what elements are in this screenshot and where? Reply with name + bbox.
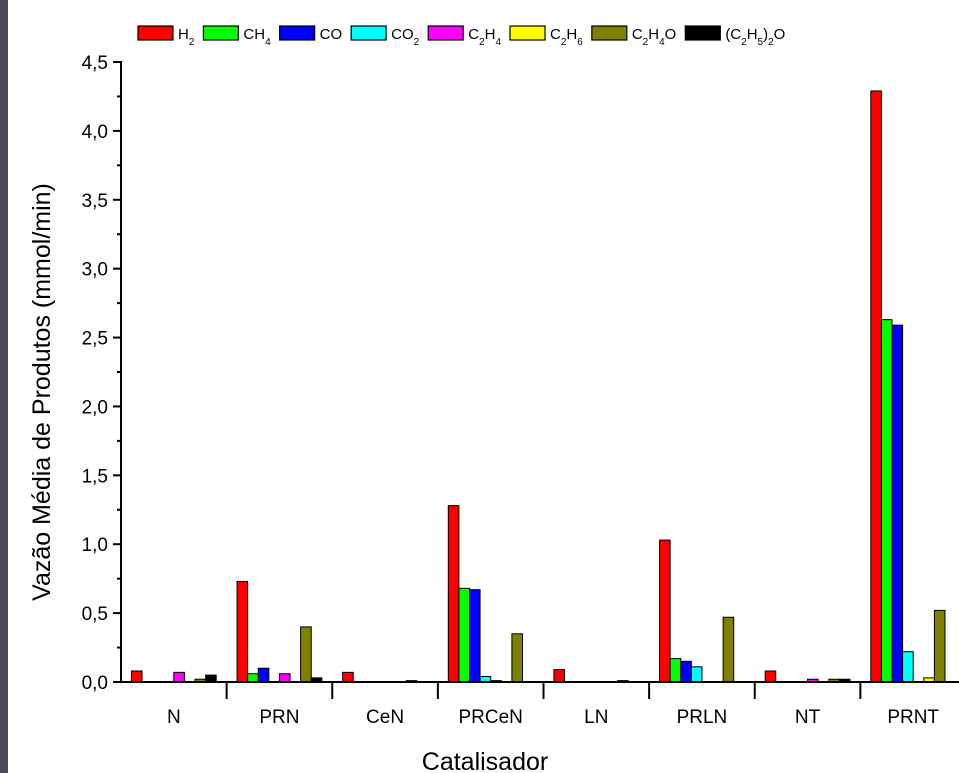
legend-label: C2H4 — [468, 26, 501, 48]
legend-swatch — [427, 25, 464, 41]
y-tick-label: 0,0 — [82, 673, 108, 694]
bar-PRN-C2H4O — [300, 626, 312, 683]
x-tick-label: N — [167, 707, 181, 728]
legend-label: C2H4O — [632, 26, 676, 48]
bar-chart: H2 CH4 CO CO2 C2H4 C2H6 C2H4O (C2H5)2O 0,0 0,5 1,… — [28, 25, 959, 773]
y-tick-label: 1,0 — [82, 535, 108, 556]
bar-PRNT-H2 — [870, 90, 882, 683]
bar-PRCeN-CO — [468, 589, 481, 683]
legend-swatch — [350, 25, 387, 41]
legend-label: CO — [320, 26, 343, 43]
bar-LN-H2 — [553, 669, 566, 683]
x-tick-label: NT — [795, 707, 821, 728]
bar-PRNT-C2H4O — [933, 609, 946, 683]
bars — [130, 90, 946, 683]
y-tick-label: 2,0 — [82, 397, 108, 418]
chart-frame: H2 CH4 CO CO2 C2H4 C2H6 C2H4O (C2H5)2O 0,0 0,5 1,… — [8, 0, 959, 773]
bar-PRLN-CO2 — [690, 666, 703, 683]
y-axis-title: Vazão Média de Produtos (mmol/min) — [28, 183, 56, 601]
legend-swatch — [202, 25, 240, 41]
bar-PRN-CH4 — [247, 673, 259, 683]
bar-PRN-C2H4 — [278, 673, 291, 683]
legend-swatch — [509, 25, 546, 41]
y-tick-label: 0,5 — [82, 604, 108, 625]
y-tick-label: 3,5 — [82, 191, 108, 212]
legend-label: C2H6 — [550, 26, 583, 48]
legend-label: H2 — [178, 26, 195, 48]
bar-PRNT-CO2 — [902, 651, 914, 683]
y-tick-label: 3,0 — [82, 260, 108, 281]
bar-NT-H2 — [764, 670, 777, 683]
legend-swatch — [591, 25, 628, 41]
y-tick-label: 4,0 — [82, 122, 108, 143]
bar-PRLN-CO — [680, 660, 692, 683]
legend-label: CO2 — [391, 26, 420, 48]
legend-label: (C2H5)2O — [725, 26, 785, 48]
legend-swatch — [137, 25, 174, 41]
bar-CeN-H2 — [342, 671, 354, 683]
bar-PRNT-CO — [891, 324, 904, 683]
x-tick-label: PRCeN — [458, 707, 522, 728]
x-axis-title: Catalisador — [422, 748, 548, 773]
x-tick-label: PRNT — [887, 707, 939, 728]
bar-N-C2H4 — [173, 671, 185, 683]
y-tick-label: 2,5 — [82, 329, 108, 350]
legend: H2 CH4 CO CO2 C2H4 C2H6 C2H4O (C2H5)2O — [137, 25, 785, 48]
legend-label: CH4 — [243, 26, 271, 48]
bar-PRN-H2 — [236, 580, 249, 683]
bar-PRN-CO — [257, 667, 270, 683]
bar-PRLN-H2 — [659, 539, 671, 683]
x-tick-label: LN — [584, 707, 608, 728]
bar-PRLN-CH4 — [669, 658, 682, 683]
bar-PRLN-C2H4O — [722, 616, 735, 683]
y-tick-label: 1,5 — [82, 466, 108, 487]
bar-PRCeN-C2H4O — [511, 633, 523, 683]
x-tick-label: PRN — [259, 707, 299, 728]
legend-swatch — [684, 25, 721, 41]
bar-N-H2 — [130, 670, 143, 683]
x-tick-label: CeN — [366, 707, 404, 728]
y-tick-label: 4,5 — [82, 53, 108, 74]
bar-PRCeN-CH4 — [458, 587, 470, 683]
x-tick-label: PRLN — [677, 707, 728, 728]
legend-swatch — [279, 25, 316, 41]
bar-N-(C2H5)2O — [205, 674, 217, 683]
bar-PRNT-CH4 — [880, 319, 893, 683]
axes: N PRN CeN PRCeN LN PRLN NT PRNT — [120, 61, 959, 728]
y-axis-ticks: 0,0 0,5 1,0 1,5 2,0 2,5 3,0 3,5 4,0 4,5 — [82, 53, 121, 694]
bar-PRCeN-H2 — [447, 505, 460, 683]
